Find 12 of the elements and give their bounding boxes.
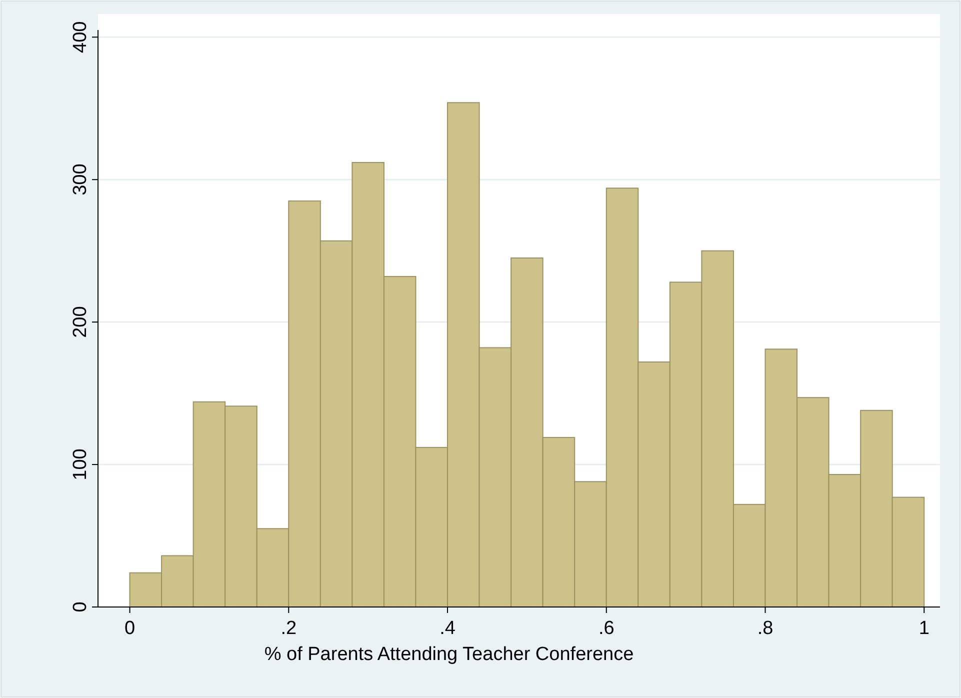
y-tick-label: 400	[70, 21, 91, 53]
x-axis-title: % of Parents Attending Teacher Conference	[264, 644, 634, 665]
x-tick-label: .4	[440, 618, 456, 639]
x-tick-label: .8	[757, 618, 774, 639]
y-tick-label: 300	[70, 164, 91, 196]
y-tick-label: 0	[70, 602, 91, 612]
x-tick-label: 0	[124, 618, 136, 639]
y-tick-label: 100	[70, 448, 91, 480]
y-tick-label: 200	[70, 306, 91, 338]
x-tick-label: .6	[598, 618, 614, 639]
x-tick-label: 1	[918, 618, 930, 639]
x-tick-label: .2	[280, 618, 297, 639]
